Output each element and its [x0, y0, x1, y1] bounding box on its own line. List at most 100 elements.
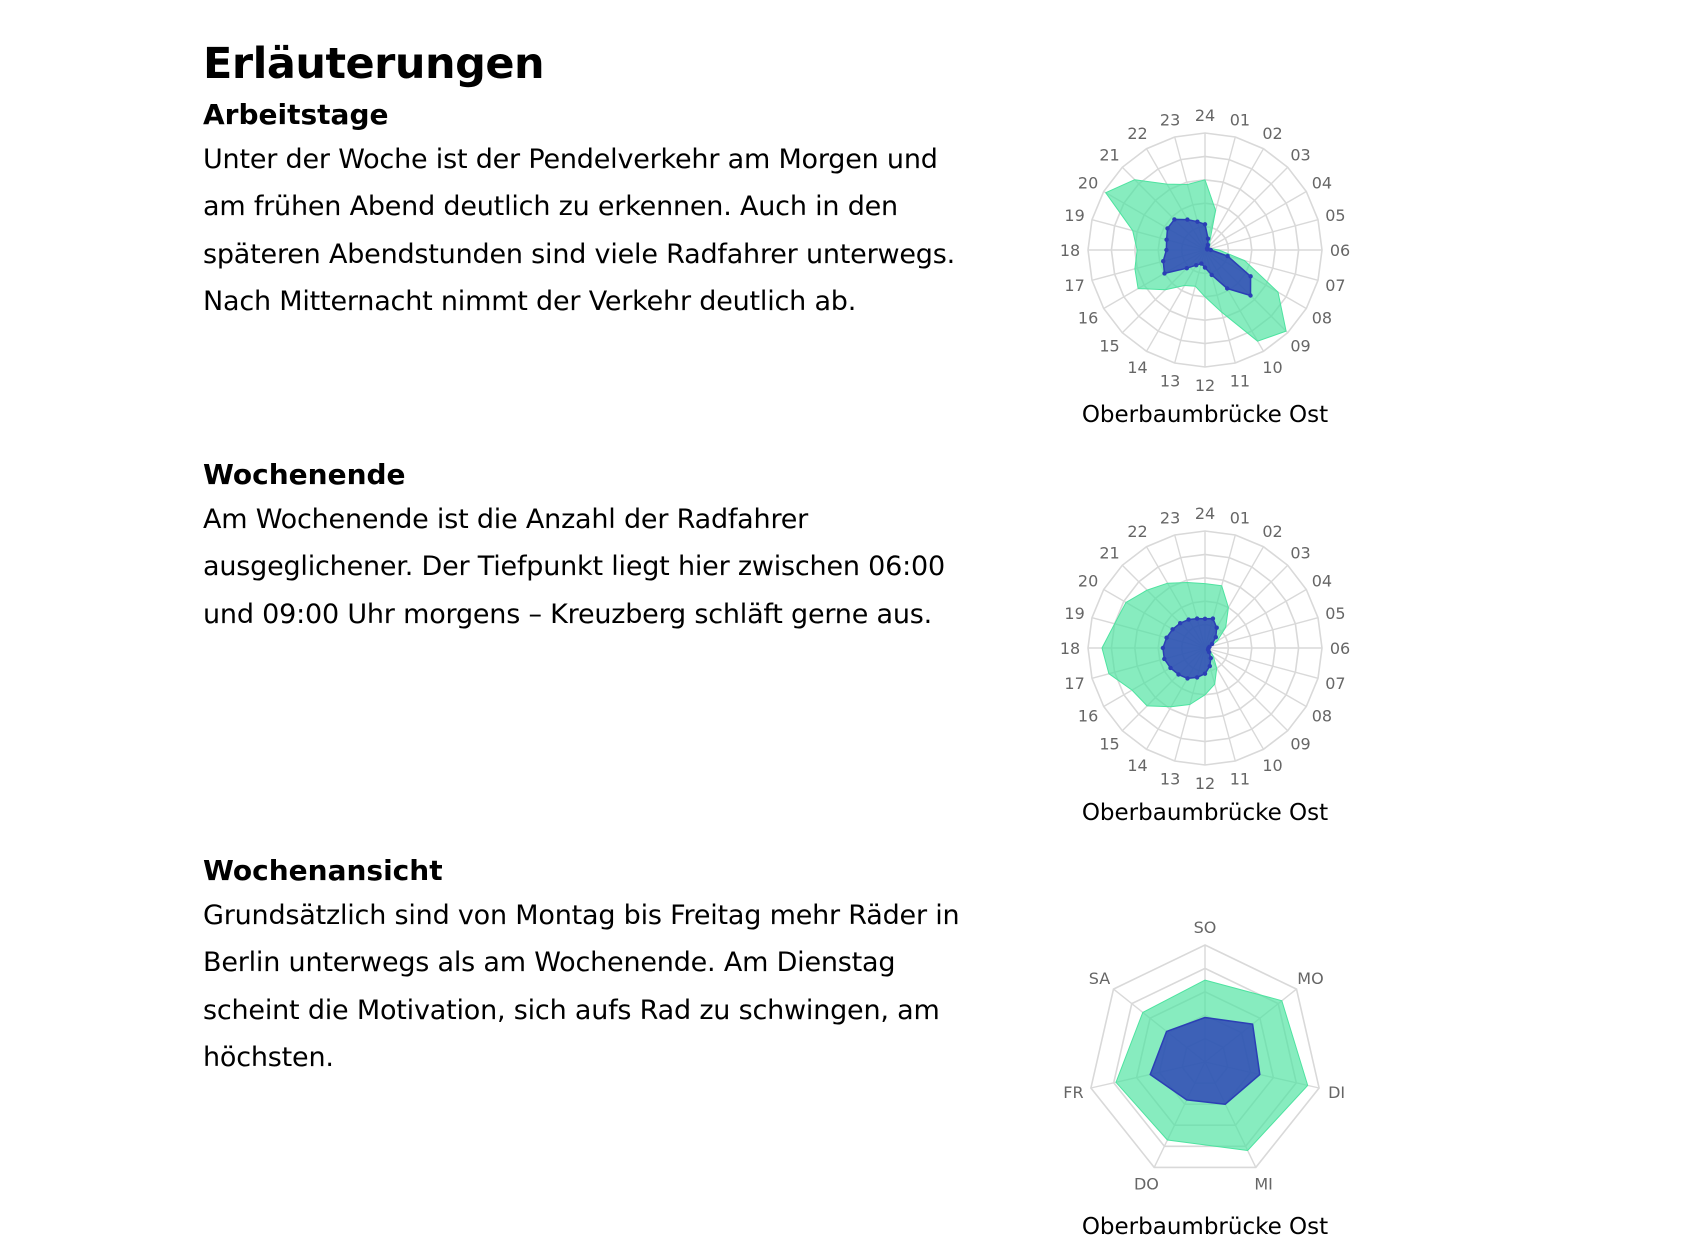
section-wochenansicht: Wochenansicht Grundsätzlich sind von Mon… [203, 852, 983, 1082]
data-point [1194, 263, 1198, 267]
radar-chart-wochenansicht: SO MO DI MI DO FR SA Oberbaumbrücke Ost [1035, 902, 1375, 1257]
data-point [1209, 656, 1213, 660]
axis-tick-label: 20 [1078, 572, 1098, 591]
data-point [1186, 617, 1190, 621]
data-point [1165, 226, 1169, 230]
data-point [1211, 616, 1215, 620]
axis-tick-label: 07 [1325, 276, 1345, 295]
section-heading: Wochenende [203, 456, 983, 494]
axis-tick-label: 18 [1060, 639, 1080, 658]
axis-tick-label: 05 [1325, 206, 1345, 225]
axis-tick-label: 22 [1127, 522, 1147, 541]
data-point [1185, 676, 1189, 680]
data-point [1248, 274, 1252, 278]
axis-tick-label: 06 [1330, 639, 1350, 658]
axis-tick-label: DO [1134, 1175, 1159, 1194]
data-point [1161, 259, 1165, 263]
data-point [1164, 238, 1168, 242]
data-point [1206, 237, 1210, 241]
axis-tick-label: 08 [1312, 309, 1332, 328]
axis-tick-label: 23 [1160, 111, 1180, 130]
axis-tick-label: MO [1297, 969, 1323, 988]
data-point [1225, 254, 1229, 258]
data-point [1172, 217, 1176, 221]
data-point [1248, 293, 1252, 297]
data-point [1203, 672, 1207, 676]
axis-tick-label: 17 [1064, 674, 1084, 693]
data-point [1164, 636, 1168, 640]
data-point [1208, 664, 1212, 668]
axis-tick-label: DI [1328, 1083, 1345, 1102]
axis-tick-label: 21 [1099, 544, 1119, 563]
axis-tick-label: 19 [1064, 206, 1084, 225]
axis-tick-label: SO [1194, 918, 1217, 937]
axis-tick-label: 16 [1078, 309, 1098, 328]
axis-tick-label: 24 [1195, 106, 1215, 125]
section-text: Unter der Woche ist der Pendelverkehr am… [203, 136, 983, 326]
axis-tick-label: 02 [1262, 522, 1282, 541]
data-point [1203, 222, 1207, 226]
axis-tick-label: MI [1254, 1175, 1273, 1194]
data-point [1178, 621, 1182, 625]
chart-caption: Oberbaumbrücke Ost [1082, 800, 1328, 826]
section-text: Grundsätzlich sind von Montag bis Freita… [203, 892, 983, 1082]
data-point [1168, 666, 1172, 670]
chart-caption: Oberbaumbrücke Ost [1082, 402, 1328, 428]
axis-tick-label: 08 [1312, 707, 1332, 726]
data-point [1164, 248, 1168, 252]
axis-tick-label: 14 [1127, 358, 1147, 377]
data-point [1185, 266, 1189, 270]
data-point [1199, 261, 1203, 265]
axis-tick-label: 01 [1230, 509, 1250, 528]
data-point [1207, 650, 1211, 654]
data-point [1162, 657, 1166, 661]
data-point [1195, 220, 1199, 224]
axis-tick-label: 16 [1078, 707, 1098, 726]
axis-tick-label: 20 [1078, 174, 1098, 193]
axis-tick-label: 11 [1230, 769, 1250, 788]
axis-tick-label: 04 [1312, 572, 1332, 591]
axis-tick-label: 03 [1290, 146, 1310, 165]
axis-tick-label: 01 [1230, 111, 1250, 130]
data-point [1195, 675, 1199, 679]
axis-tick-label: 19 [1064, 604, 1084, 623]
radar-chart-svg: SO MO DI MI DO FR SA Oberbaumbrücke Ost [1035, 902, 1375, 1257]
axis-tick-label: 15 [1099, 735, 1119, 754]
chart-caption: Oberbaumbrücke Ost [1082, 1214, 1328, 1240]
axis-tick-label: 09 [1290, 735, 1310, 754]
data-point [1209, 248, 1213, 252]
data-point [1225, 286, 1229, 290]
data-point [1185, 217, 1189, 221]
axis-tick-label: 17 [1064, 276, 1084, 295]
data-point [1161, 646, 1165, 650]
axis-tick-label: 02 [1262, 124, 1282, 143]
data-point [1162, 271, 1166, 275]
axis-tick-label: 23 [1160, 509, 1180, 528]
axis-tick-label: SA [1089, 969, 1110, 988]
axis-tick-label: 05 [1325, 604, 1345, 623]
axis-tick-label: 24 [1195, 504, 1215, 523]
data-point [1176, 672, 1180, 676]
axis-tick-label: 03 [1290, 544, 1310, 563]
section-arbeitstage: Arbeitstage Unter der Woche ist der Pend… [203, 96, 983, 326]
data-point [1215, 626, 1219, 630]
axis-tick-label: 14 [1127, 756, 1147, 775]
data-point [1195, 616, 1199, 620]
axis-tick-label: 10 [1262, 756, 1282, 775]
section-wochenende: Wochenende Am Wochenende ist die Anzahl … [203, 456, 983, 638]
data-point [1203, 265, 1207, 269]
data-point [1210, 273, 1214, 277]
section-heading: Wochenansicht [203, 852, 983, 890]
axis-tick-label: 07 [1325, 674, 1345, 693]
axis-tick-label: 12 [1195, 774, 1215, 793]
axis-tick-label: 10 [1262, 358, 1282, 377]
data-point [1203, 617, 1207, 621]
axis-tick-label: FR [1063, 1083, 1083, 1102]
axis-tick-label: 11 [1230, 371, 1250, 390]
data-point [1214, 635, 1218, 639]
axis-tick-label: 21 [1099, 146, 1119, 165]
